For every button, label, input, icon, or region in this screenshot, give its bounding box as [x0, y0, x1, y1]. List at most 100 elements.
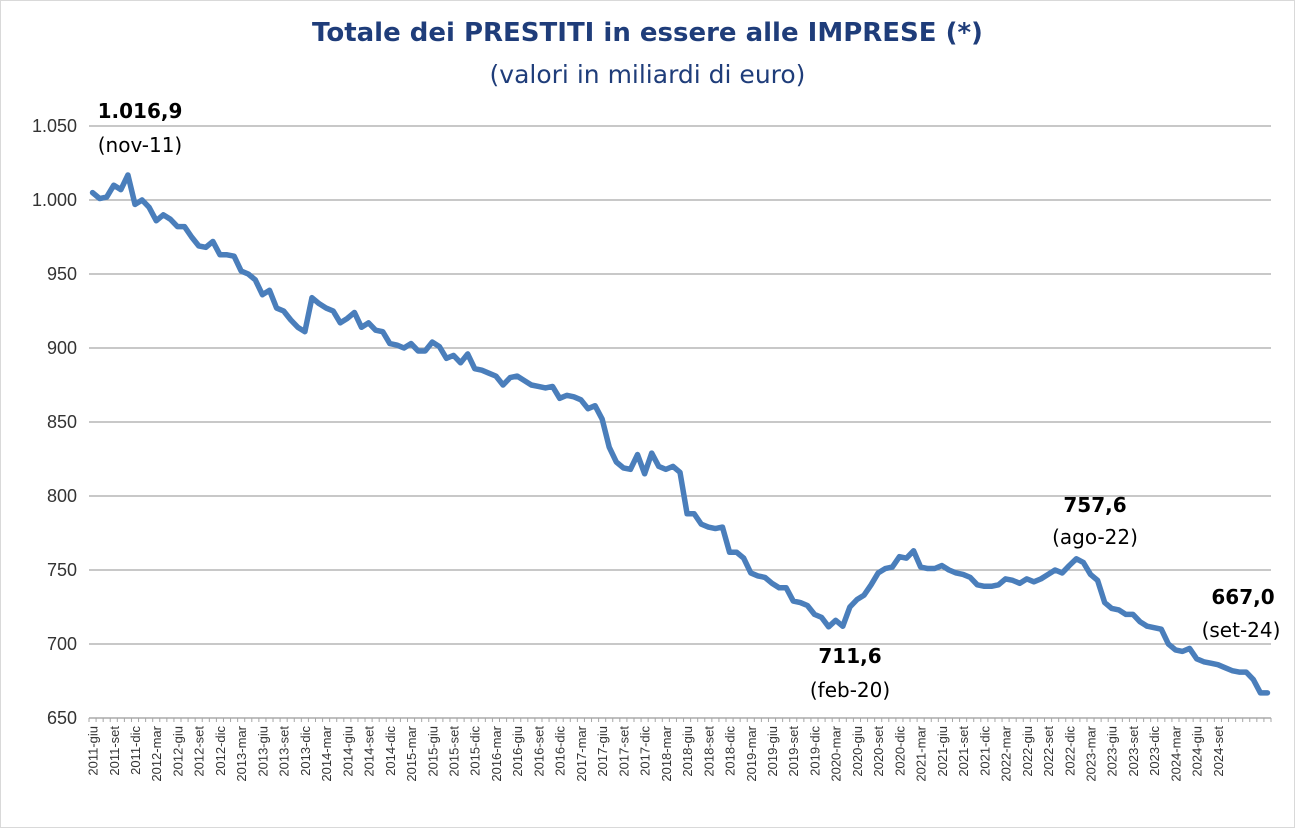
chart-subtitle: (valori in miliardi di euro) — [489, 60, 806, 89]
series-line — [89, 172, 1271, 696]
data-point — [204, 246, 207, 249]
y-axis-ticks: 650 700 750 800 850 900 950 1.000 1.050 — [32, 116, 77, 728]
x-tick-label: 2020-giu — [850, 726, 865, 777]
x-tick-label: 2013-dic — [298, 726, 313, 776]
x-tick-label: 2016-mar — [489, 725, 504, 781]
x-tick-label: 2014-dic — [383, 726, 398, 776]
data-point — [509, 376, 511, 379]
data-point — [155, 219, 158, 222]
data-point — [219, 253, 221, 256]
x-tick-label: 2013-giu — [255, 726, 270, 777]
data-point — [1167, 643, 1170, 645]
y-tick-label: 1.050 — [32, 116, 77, 136]
data-point — [728, 551, 731, 554]
data-point — [1096, 579, 1099, 582]
data-point — [693, 512, 695, 515]
data-point — [410, 342, 412, 345]
annotation-value: 757,6 — [1063, 493, 1126, 517]
data-point — [863, 594, 865, 596]
data-point — [1026, 578, 1028, 580]
data-point — [785, 586, 787, 589]
data-point — [381, 330, 384, 333]
x-tick-label: 2019-set — [786, 726, 801, 777]
data-point — [757, 575, 759, 577]
data-point — [268, 289, 271, 292]
data-point — [127, 174, 129, 176]
x-tick-label: 2015-mar — [404, 725, 419, 781]
annotation-value: 1.016,9 — [98, 99, 183, 123]
x-tick-label: 2017-dic — [638, 726, 653, 776]
data-point — [1160, 628, 1163, 630]
x-tick-label: 2012-set — [192, 726, 207, 777]
data-point — [134, 203, 136, 206]
x-tick-label: 2021-mar — [914, 725, 929, 781]
data-point — [332, 310, 334, 312]
data-point — [233, 255, 235, 258]
data-point — [495, 375, 497, 377]
data-point — [1231, 669, 1233, 672]
x-tick-label: 2018-set — [701, 726, 716, 777]
data-point — [990, 585, 993, 588]
x-tick-label: 2014-giu — [340, 726, 355, 777]
data-point — [665, 468, 667, 471]
x-tick-label: 2016-giu — [510, 726, 525, 777]
data-point — [112, 184, 115, 186]
x-tick-label: 2021-dic — [977, 726, 992, 776]
x-tick-label: 2012-giu — [170, 726, 185, 777]
y-tick-label: 800 — [47, 486, 77, 506]
x-tick-label: 2021-set — [956, 726, 971, 777]
data-point — [197, 245, 200, 247]
data-point — [891, 566, 894, 568]
data-point — [473, 367, 476, 370]
data-point — [1103, 601, 1106, 604]
data-point — [120, 188, 122, 191]
x-tick-label: 2019-dic — [807, 726, 822, 776]
data-point — [834, 619, 837, 622]
data-point — [1153, 626, 1156, 629]
data-point — [884, 567, 887, 570]
x-tick-label: 2011-set — [107, 726, 122, 776]
data-point — [296, 326, 299, 329]
chart-title: Totale dei PRESTITI in essere alle IMPRE… — [312, 18, 983, 48]
data-point — [374, 329, 377, 332]
data-point — [608, 446, 611, 448]
data-point — [948, 569, 950, 571]
data-point — [587, 407, 589, 410]
annotations-group: 1.016,9 (nov-11) 711,6 (feb-20) 757,6 (ago-22… — [98, 99, 1281, 702]
data-point — [212, 240, 214, 243]
data-point — [856, 598, 858, 601]
data-point — [1202, 660, 1205, 663]
data-point — [955, 572, 957, 574]
data-point — [1224, 666, 1226, 669]
data-point — [304, 330, 306, 333]
x-tick-label: 2018-giu — [680, 726, 695, 777]
data-point — [1139, 621, 1141, 623]
x-tick-label: 2023-set — [1126, 726, 1141, 777]
x-tick-label: 2016-dic — [553, 726, 568, 776]
data-point — [523, 379, 526, 382]
x-tick-label: 2017-giu — [595, 726, 610, 777]
data-point — [983, 585, 986, 588]
data-point — [226, 253, 228, 256]
annotation-value: 667,0 — [1211, 585, 1274, 609]
data-point — [1174, 649, 1177, 651]
y-tick-label: 700 — [47, 634, 77, 654]
x-tick-label: 2021-giu — [935, 726, 950, 777]
data-point — [643, 473, 646, 475]
data-point — [799, 601, 802, 604]
x-tick-label: 2015-dic — [468, 726, 483, 776]
data-point — [679, 471, 681, 474]
data-point — [141, 199, 143, 201]
data-point — [827, 626, 830, 628]
data-point — [105, 196, 108, 198]
x-tick-label: 2024-giu — [1190, 726, 1205, 777]
data-point — [389, 342, 391, 345]
x-tick-label: 2020-mar — [829, 725, 844, 781]
data-point — [735, 551, 738, 554]
data-point — [1061, 572, 1064, 574]
data-point — [311, 296, 313, 299]
data-point — [912, 549, 915, 552]
x-tick-label: 2018-mar — [659, 725, 674, 781]
